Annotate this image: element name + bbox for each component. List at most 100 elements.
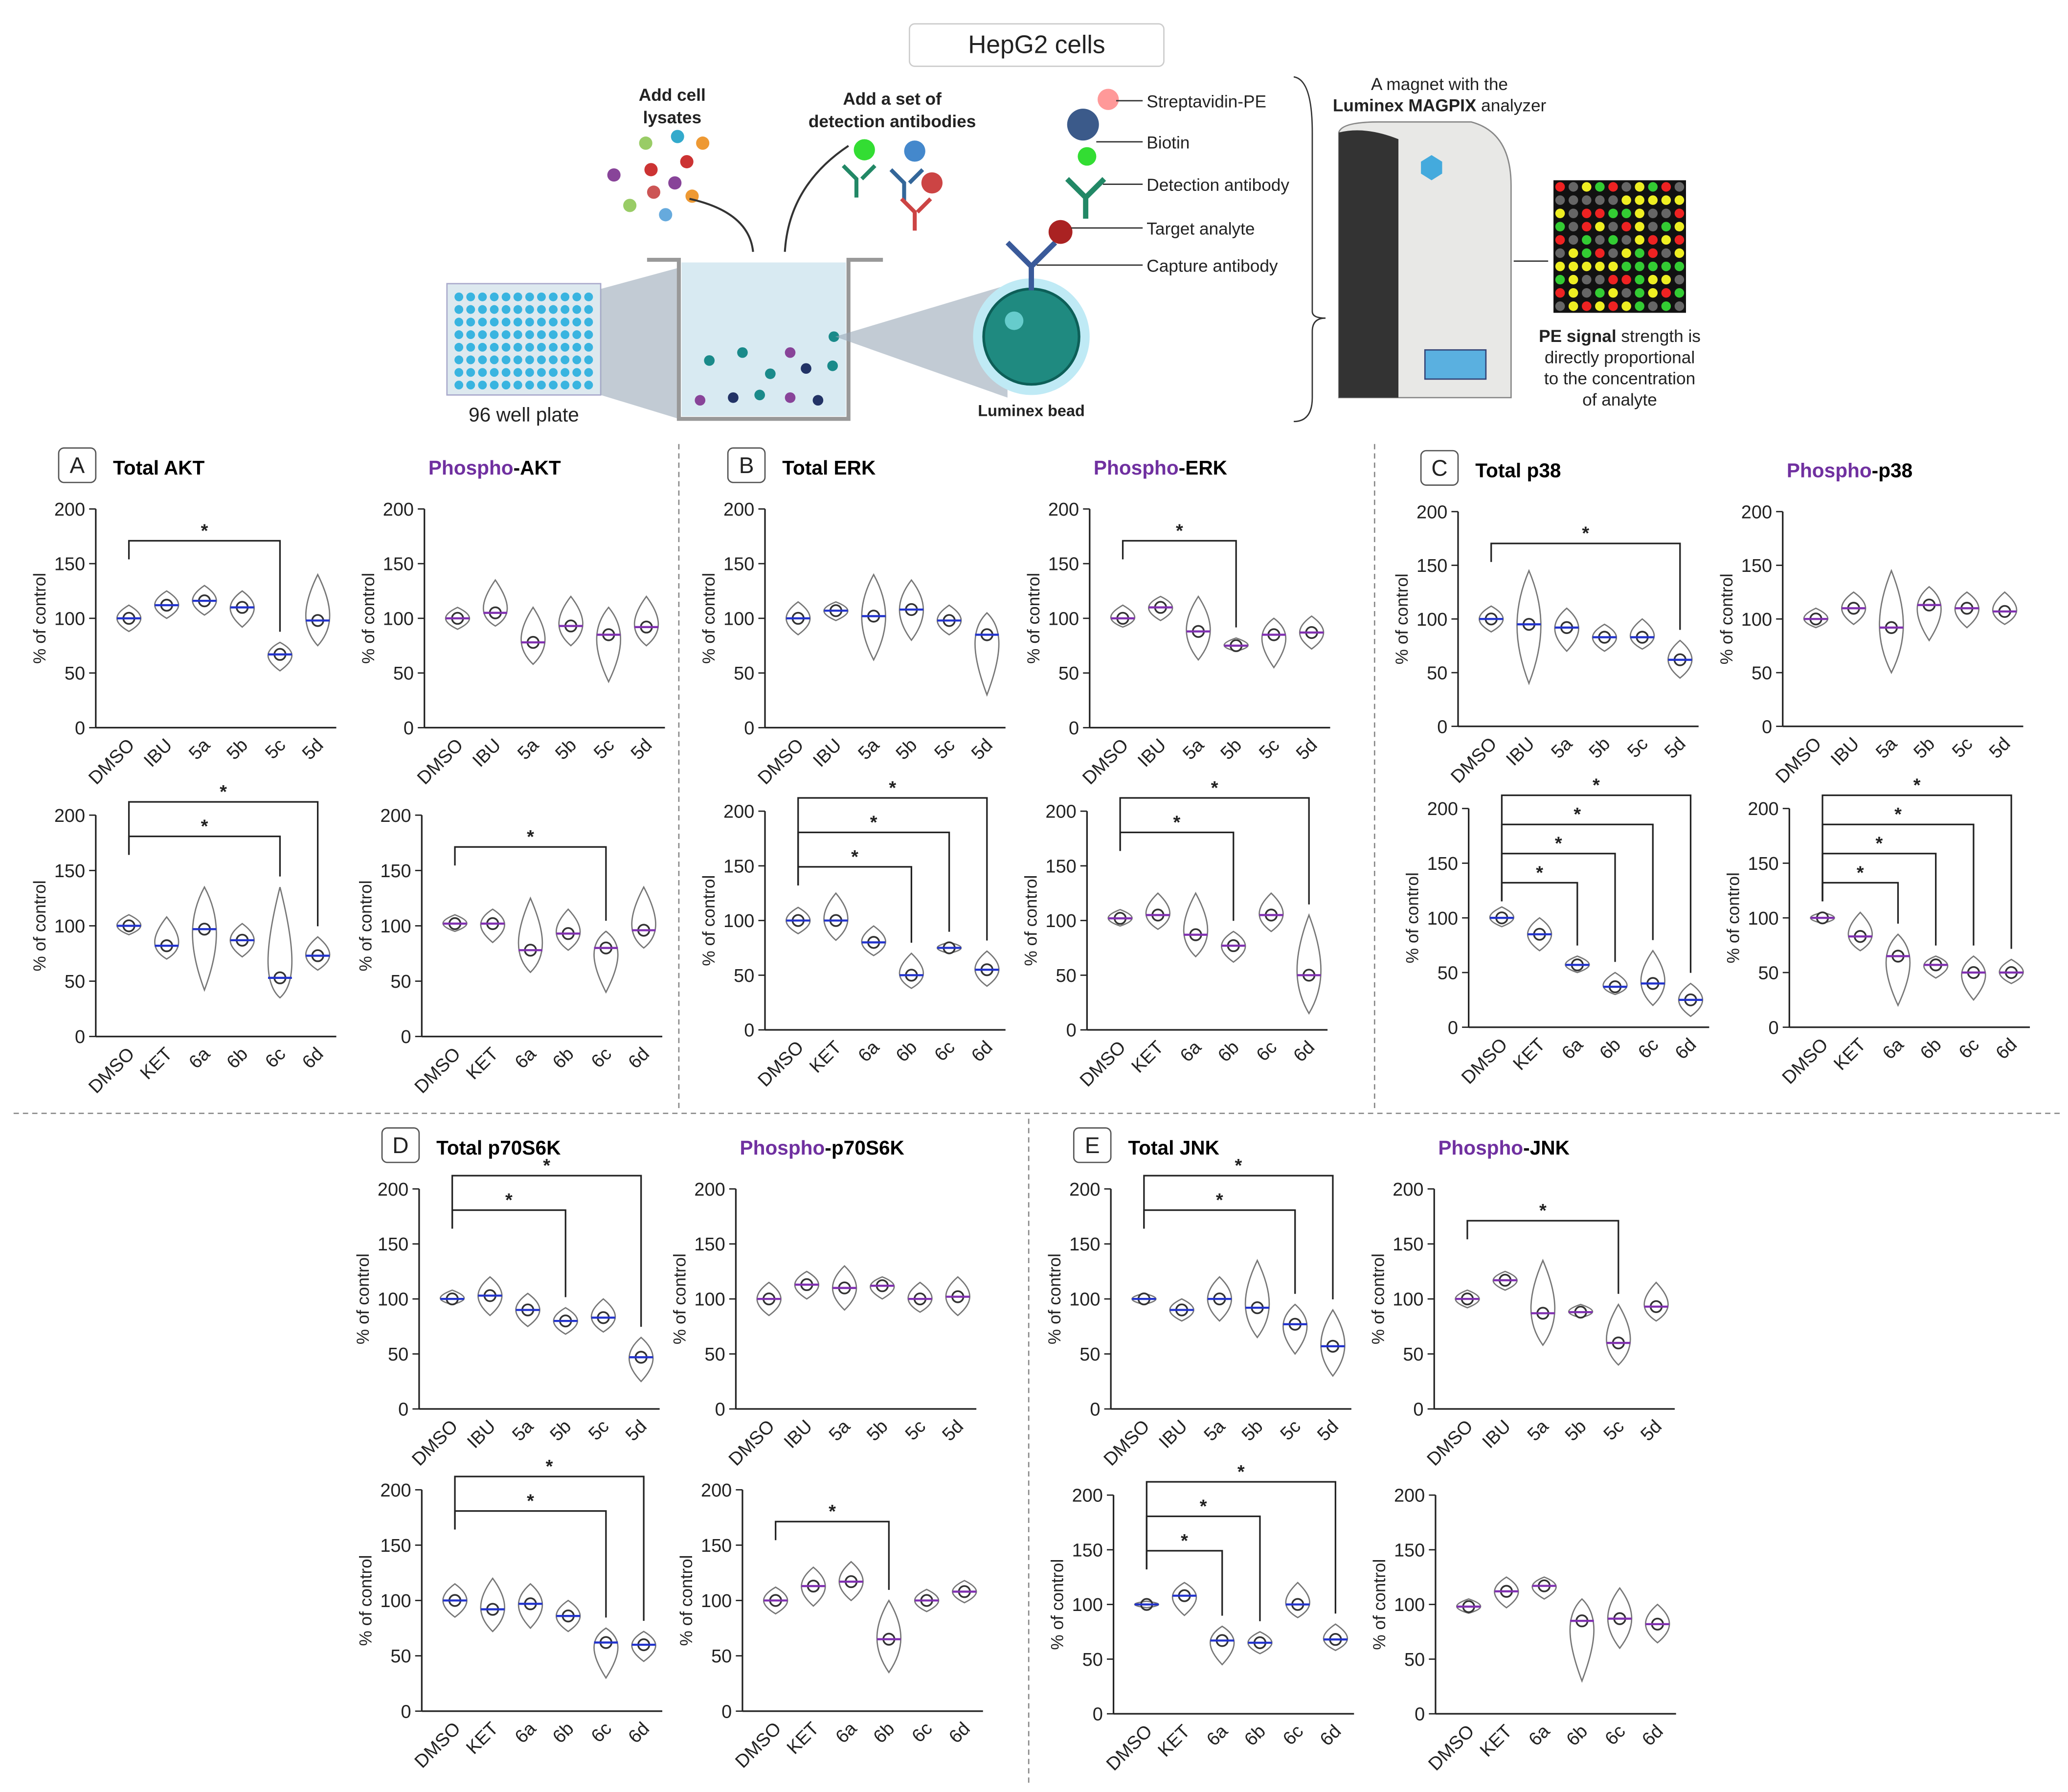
y-tick-label: 100	[54, 609, 85, 629]
streptavidin	[1067, 109, 1099, 141]
signal-dot	[1582, 208, 1592, 218]
y-tick-label: 0	[715, 1400, 725, 1420]
violin	[936, 604, 962, 636]
signal-dot	[1608, 274, 1618, 285]
chart-title: Total ERK	[782, 456, 876, 479]
signal-dot	[1582, 248, 1592, 258]
signal-dot	[1661, 235, 1671, 245]
well	[549, 318, 558, 327]
well	[584, 368, 593, 377]
violin	[1629, 618, 1655, 650]
signal-dot	[1595, 182, 1605, 192]
y-tick-label: 50	[393, 663, 414, 684]
y-tick-label: 50	[65, 972, 85, 992]
panel-box	[1420, 450, 1459, 486]
antibody	[889, 168, 924, 202]
signal-dot	[1621, 235, 1631, 245]
significance-bracket	[1501, 794, 1692, 973]
significance-label: *	[1536, 862, 1543, 883]
magnet-bold: Luminex MAGPIX	[1333, 96, 1477, 115]
violin	[861, 573, 886, 661]
violin	[305, 573, 331, 647]
violin	[832, 1265, 857, 1311]
y-tick-label: 0	[721, 1701, 732, 1722]
well	[561, 330, 570, 340]
title-part: -ERK	[1179, 456, 1227, 479]
violin	[974, 612, 1000, 697]
signal-dot	[1608, 301, 1618, 311]
y-tick-label: 200	[1748, 799, 1778, 819]
well	[466, 292, 475, 301]
y-tick-label: 200	[1072, 1486, 1103, 1506]
y-tick-label: 150	[1045, 856, 1076, 877]
well	[478, 318, 487, 327]
violin	[899, 579, 924, 641]
y-tick-label: 100	[378, 1290, 408, 1310]
panel-label: A	[70, 453, 85, 478]
bead	[801, 363, 811, 374]
violin	[267, 641, 293, 672]
significance-label: *	[1913, 775, 1921, 795]
panel-label: D	[392, 1133, 408, 1158]
violin	[1259, 892, 1284, 932]
y-axis-label: % of control	[1717, 573, 1736, 664]
violin	[480, 1577, 505, 1633]
panel-label: B	[739, 453, 754, 478]
dot	[639, 136, 652, 150]
significance-bracket	[1122, 540, 1237, 628]
title-part: Phospho	[740, 1136, 825, 1159]
y-tick-label: 200	[1045, 802, 1076, 822]
y-tick-label: 0	[1413, 1400, 1423, 1420]
well	[572, 318, 582, 327]
violin	[1207, 1276, 1232, 1322]
violin	[1261, 617, 1287, 669]
well	[490, 318, 499, 327]
well	[513, 381, 522, 389]
well	[572, 342, 582, 352]
signal-dot	[1661, 301, 1671, 311]
signal-dot	[1648, 288, 1658, 298]
zoom	[601, 268, 679, 419]
y-tick-label: 100	[380, 916, 411, 937]
violin	[1841, 591, 1866, 625]
y-tick-label: 0	[1090, 1400, 1100, 1420]
significance-bracket	[1146, 1481, 1336, 1614]
signal-dot	[1648, 248, 1658, 258]
violin	[1961, 955, 1986, 1001]
chart-title: Total JNK	[1128, 1136, 1219, 1159]
detection-antibody	[1065, 177, 1106, 219]
well	[537, 355, 546, 364]
violin	[1479, 605, 1504, 633]
panel-box	[58, 447, 97, 483]
well	[561, 292, 570, 301]
violin	[593, 1627, 619, 1679]
signal-dot	[1635, 274, 1644, 285]
well	[466, 305, 475, 314]
violin	[1667, 639, 1693, 679]
bead	[785, 347, 796, 358]
zoom	[835, 285, 1008, 398]
signal-dot	[1621, 274, 1631, 285]
signal-dot	[1661, 288, 1671, 298]
y-tick-label: 100	[1045, 911, 1076, 931]
title-part: Phospho	[1094, 456, 1179, 479]
violin	[1645, 1603, 1670, 1644]
signal-dot	[1674, 301, 1685, 311]
y-axis-label: % of control	[1045, 1253, 1064, 1344]
y-axis-label: % of control	[1021, 875, 1040, 966]
well	[584, 318, 593, 327]
well	[454, 318, 464, 327]
chart-title: Phospho-p70S6K	[740, 1136, 904, 1159]
y-tick-label: 150	[380, 1536, 411, 1556]
violin	[553, 1307, 578, 1335]
well	[561, 355, 570, 364]
signal-dot	[1674, 195, 1685, 205]
signal-dots	[1555, 182, 1685, 311]
violin	[1296, 913, 1322, 1015]
violin	[1183, 891, 1209, 958]
y-tick-label: 100	[1072, 1595, 1103, 1615]
chart-title: Phospho-JNK	[1438, 1136, 1570, 1159]
well	[478, 305, 487, 314]
